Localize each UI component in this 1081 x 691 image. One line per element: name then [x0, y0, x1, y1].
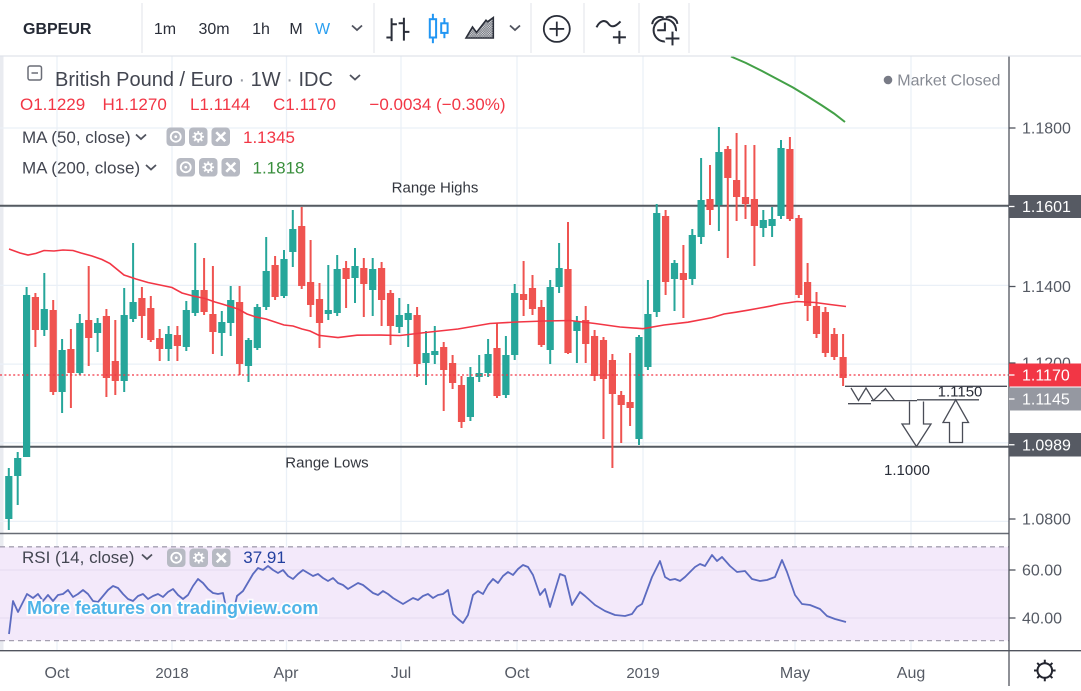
svg-text:60.00: 60.00 — [1022, 563, 1062, 580]
svg-text:1.1400: 1.1400 — [1022, 279, 1071, 296]
svg-text:1.0989: 1.0989 — [1022, 437, 1071, 454]
svg-text:2018: 2018 — [155, 665, 188, 682]
svg-text:1.1150: 1.1150 — [938, 384, 983, 401]
svg-text:1.1345: 1.1345 — [243, 128, 295, 147]
svg-text:Range Lows: Range Lows — [285, 455, 368, 472]
svg-text:Market Closed: Market Closed — [897, 73, 1000, 90]
svg-text:Range Highs: Range Highs — [392, 180, 479, 197]
svg-text:H1.1270: H1.1270 — [103, 95, 167, 114]
svg-text:Apr: Apr — [274, 665, 300, 682]
svg-text:40.00: 40.00 — [1022, 611, 1062, 628]
svg-text:30m: 30m — [198, 21, 229, 38]
svg-text:1.0800: 1.0800 — [1022, 512, 1071, 529]
svg-text:1.1170: 1.1170 — [1022, 368, 1070, 385]
svg-text:GBPEUR: GBPEUR — [23, 21, 92, 38]
svg-text:Jul: Jul — [391, 665, 411, 682]
svg-text:Oct: Oct — [505, 665, 530, 682]
svg-text:C1.1170: C1.1170 — [273, 95, 336, 114]
svg-text:Oct: Oct — [45, 665, 70, 682]
svg-text:2019: 2019 — [626, 665, 659, 682]
svg-text:1.1818: 1.1818 — [253, 159, 305, 178]
svg-text:O1.1229: O1.1229 — [20, 95, 85, 114]
svg-text:British Pound / Euro · 1W · ID: British Pound / Euro · 1W · IDC — [55, 69, 333, 91]
svg-text:RSI (14, close): RSI (14, close) — [22, 548, 134, 567]
svg-text:1.1601: 1.1601 — [1022, 199, 1071, 216]
svg-text:1.1000: 1.1000 — [884, 462, 930, 479]
svg-text:L1.1144: L1.1144 — [190, 95, 250, 114]
svg-text:MA (200, close): MA (200, close) — [22, 159, 140, 178]
svg-text:1.1800: 1.1800 — [1022, 121, 1071, 138]
svg-text:M: M — [289, 21, 302, 38]
svg-text:MA (50, close): MA (50, close) — [22, 128, 131, 147]
svg-text:More features on tradingview.c: More features on tradingview.com — [27, 598, 318, 618]
svg-text:W: W — [315, 21, 331, 38]
svg-text:1.1145: 1.1145 — [1022, 392, 1070, 409]
svg-text:37.91: 37.91 — [243, 548, 286, 567]
svg-text:1h: 1h — [252, 21, 270, 38]
svg-text:Aug: Aug — [897, 665, 925, 682]
svg-text:1m: 1m — [154, 21, 176, 38]
svg-text:May: May — [780, 665, 810, 682]
svg-text:−0.0034 (−0.30%): −0.0034 (−0.30%) — [369, 95, 505, 114]
